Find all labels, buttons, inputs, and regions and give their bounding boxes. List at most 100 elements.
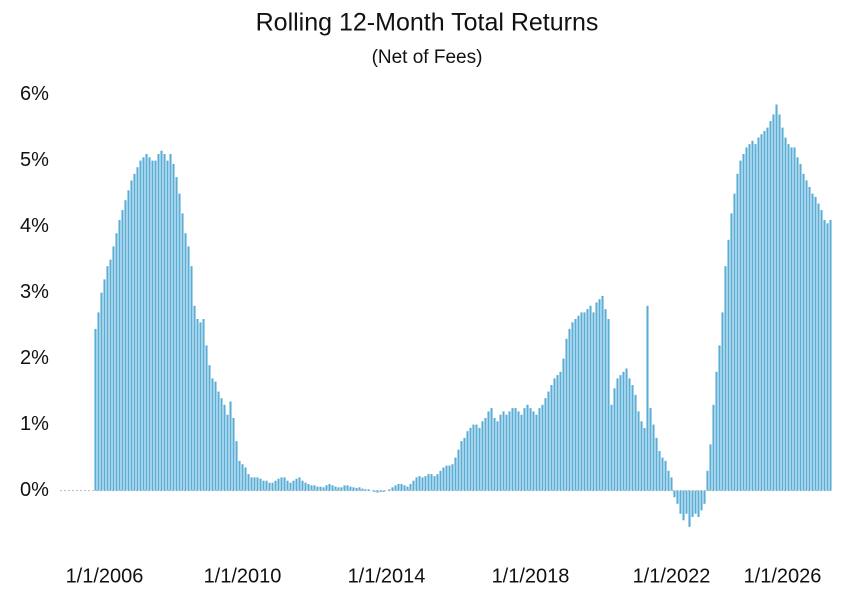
bar [310,485,313,491]
bar [784,137,787,491]
bar [145,154,148,491]
bar [94,328,97,491]
bar [523,408,526,491]
bar [619,375,622,491]
bar [490,408,493,491]
bar [469,427,472,491]
bar [511,408,514,491]
bar [226,414,229,491]
bar [826,223,829,491]
bar [679,490,682,514]
bar [109,259,112,491]
bar [133,173,136,491]
y-tick-label: 6% [20,83,49,105]
bar [571,322,574,491]
bar [739,160,742,491]
bar [424,476,427,491]
bar [331,485,334,491]
bar [736,173,739,491]
bar [376,490,379,493]
bar [457,449,460,491]
bar [256,477,259,491]
bar [178,193,181,491]
bar [352,487,355,491]
bar [700,490,703,511]
bar [496,421,499,491]
bar [160,150,163,491]
bar [598,299,601,491]
bar [592,312,595,491]
bar [451,464,454,491]
bar [745,147,748,491]
bar [187,246,190,491]
bar [568,328,571,491]
bar [820,210,823,491]
bar [298,477,301,491]
bar [355,487,358,491]
bar [151,160,154,491]
bar [175,177,178,491]
bar [130,180,133,491]
bar [202,319,205,491]
bar [562,358,565,491]
bar [730,213,733,491]
bar [649,408,652,491]
bar [574,319,577,491]
chart-subtitle: (Net of Fees) [372,47,483,68]
bar [526,404,529,491]
bar [589,305,592,491]
bar [676,490,679,504]
bar [253,477,256,491]
bar [565,338,568,491]
bar [787,144,790,491]
bar [502,411,505,491]
bar [634,394,637,491]
bar [604,309,607,491]
bar [622,371,625,491]
bar [823,220,826,491]
bar [697,490,700,517]
bar [754,144,757,491]
bar [682,490,685,521]
bar [244,467,247,491]
bar [790,147,793,491]
bar [517,411,520,491]
bar [235,441,238,491]
bar [463,437,466,491]
bar [397,484,400,491]
bar [499,414,502,491]
bar [106,266,109,491]
bar [547,391,550,491]
bar [319,486,322,491]
bar [475,424,478,491]
bar [556,375,559,491]
bar [655,437,658,491]
bar [817,203,820,491]
y-tick-label: 4% [20,215,49,237]
bar [559,371,562,491]
bar [214,381,217,491]
bar [241,464,244,491]
bar [100,292,103,491]
bar [718,345,721,491]
x-tick-label: 1/1/2018 [492,565,570,587]
bar [706,470,709,491]
bar [610,404,613,491]
bar [595,302,598,491]
bar [271,482,274,491]
bar [394,485,397,491]
bar [580,312,583,491]
bar [121,210,124,491]
bar [460,441,463,491]
bar [796,157,799,491]
bar [274,480,277,491]
bar [616,378,619,491]
bar [688,490,691,527]
bar [193,305,196,491]
bar [277,478,280,491]
bar [538,408,541,491]
bar [643,427,646,491]
bar [313,485,316,491]
y-tick-label: 2% [20,347,49,369]
